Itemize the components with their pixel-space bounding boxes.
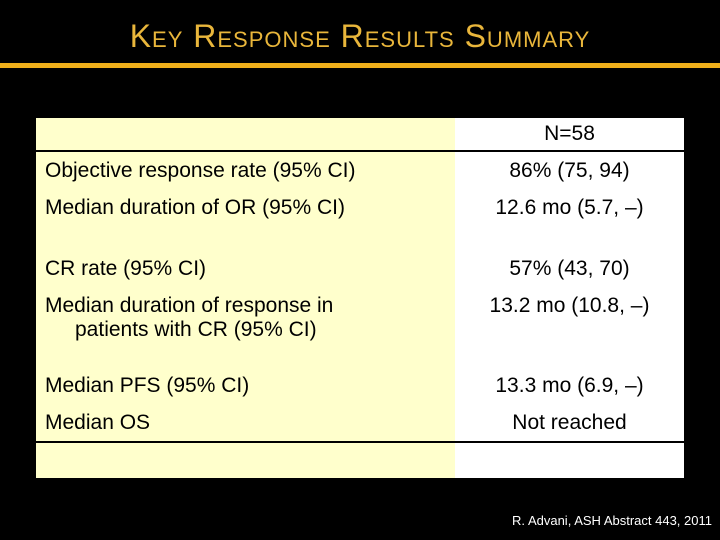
results-table: N=58 Objective response rate (95% CI) 86… xyxy=(36,118,684,478)
page-title: Key Response Results Summary xyxy=(129,18,591,54)
table-bottom-empty-row xyxy=(36,441,684,478)
table-row-cr-rate: CR rate (95% CI) 57% (43, 70) xyxy=(36,250,684,287)
table-header-row: N=58 xyxy=(36,118,684,152)
table-row-objective-response-rate: Objective response rate (95% CI) 86% (75… xyxy=(36,152,684,189)
row-label-cell: Objective response rate (95% CI) xyxy=(45,159,356,182)
header-label-cell xyxy=(36,118,455,150)
row-label-line1: Median duration of response in xyxy=(45,294,334,317)
table-row-median-duration-cr: Median duration of response in patients … xyxy=(36,287,684,348)
table-row-median-duration-or: Median duration of OR (95% CI) 12.6 mo (… xyxy=(36,189,684,226)
table-content: N=58 Objective response rate (95% CI) 86… xyxy=(36,118,684,478)
row-label-line2: patients with CR (95% CI) xyxy=(75,318,317,341)
row-value-cell: 13.2 mo (10.8, –) xyxy=(489,294,650,317)
row-value-cell xyxy=(455,443,684,478)
table-row-median-os: Median OS Not reached xyxy=(36,404,684,441)
row-value-cell: 57% (43, 70) xyxy=(509,257,630,280)
row-value-cell: 13.3 mo (6.9, –) xyxy=(495,374,644,397)
table-label-column-background xyxy=(36,118,455,478)
table-value-column-background xyxy=(455,118,684,478)
row-label-cell: Median duration of OR (95% CI) xyxy=(45,196,345,219)
row-value-cell: Not reached xyxy=(512,411,627,434)
row-label-cell: Median PFS (95% CI) xyxy=(45,374,250,397)
title-underline-rule xyxy=(0,63,720,68)
footer-citation: R. Advani, ASH Abstract 443, 2011 xyxy=(512,513,712,528)
row-value-cell: 12.6 mo (5.7, –) xyxy=(495,196,644,219)
row-label-cell: Median OS xyxy=(45,411,151,434)
row-label-cell: CR rate (95% CI) xyxy=(45,257,207,280)
table-row-median-pfs: Median PFS (95% CI) 13.3 mo (6.9, –) xyxy=(36,367,684,404)
row-label-cell xyxy=(36,443,455,478)
header-n-cell: N=58 xyxy=(544,122,595,145)
row-label-cell: Median duration of response in patients … xyxy=(36,287,455,348)
row-value-cell: 86% (75, 94) xyxy=(509,159,630,182)
